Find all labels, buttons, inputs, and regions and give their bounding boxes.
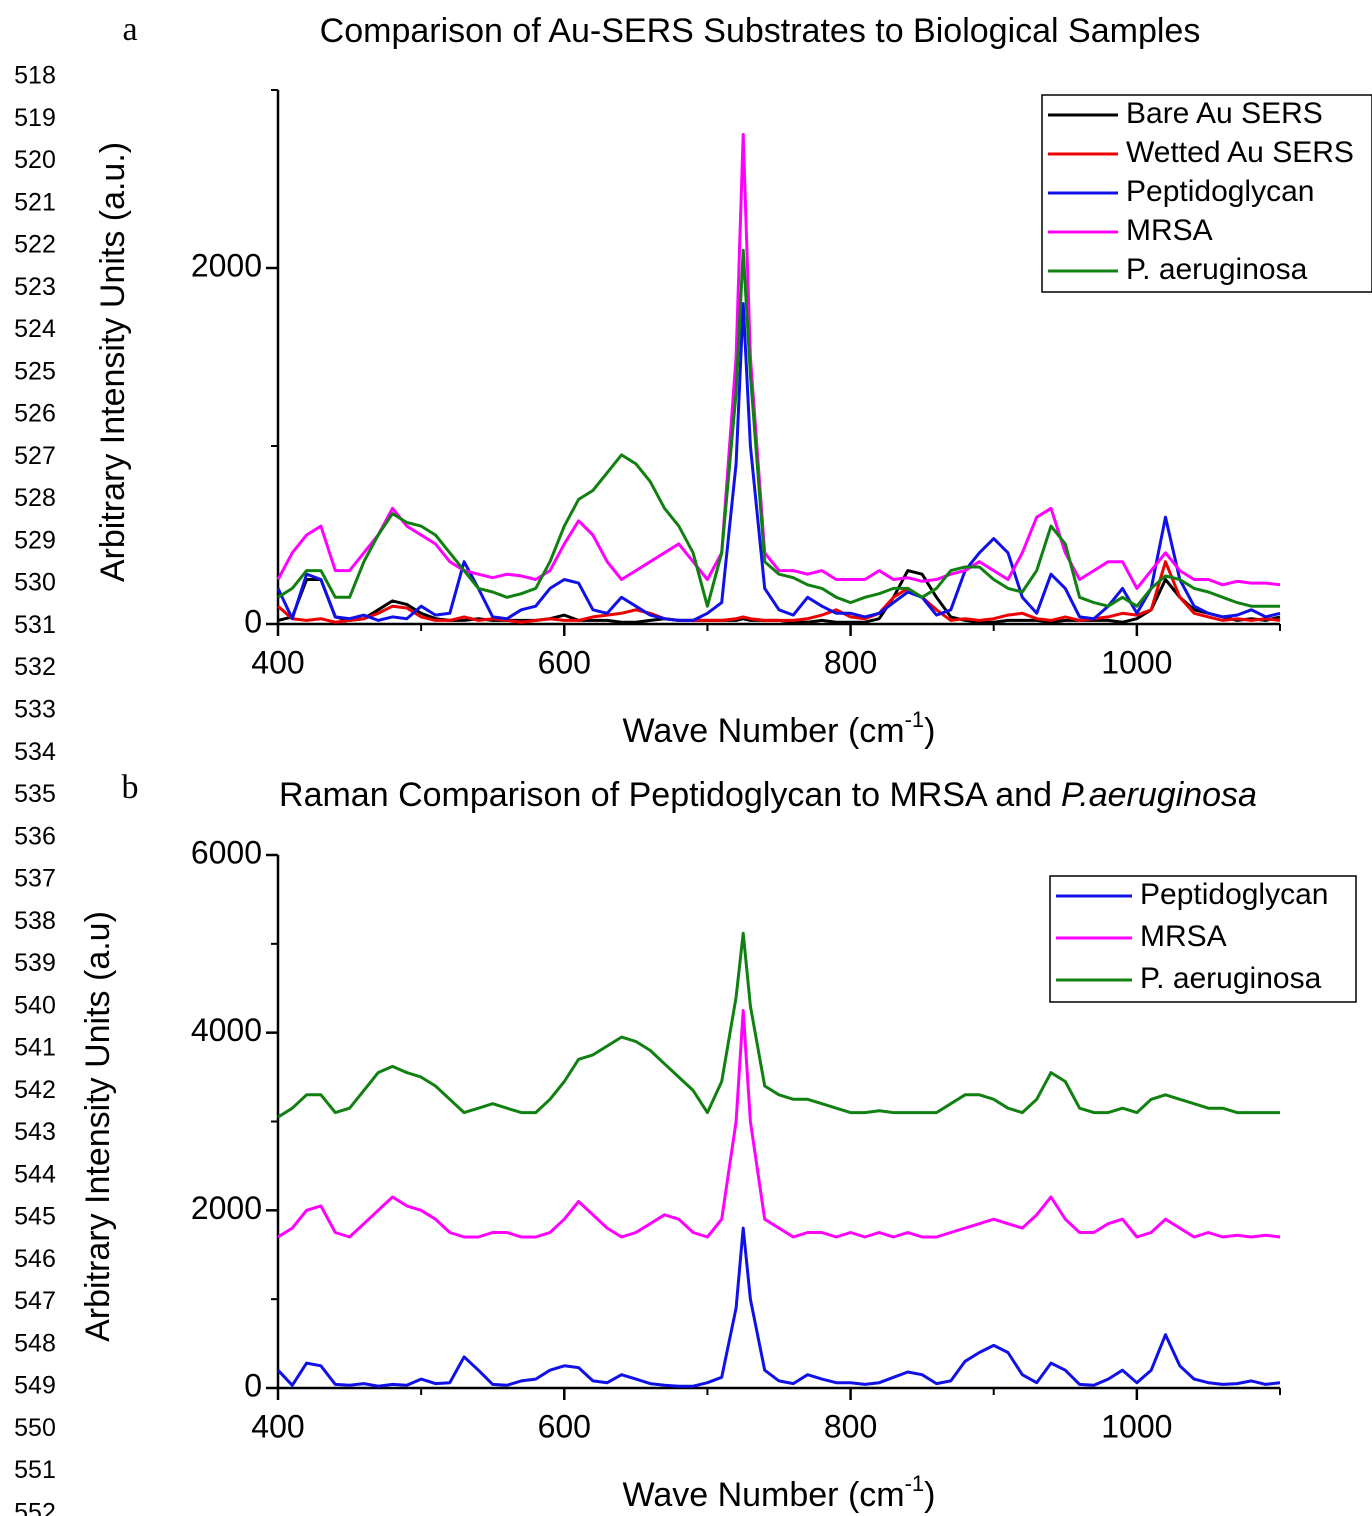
legend-label: P. aeruginosa [1126, 253, 1308, 286]
x-tick-label: 1000 [1101, 1408, 1172, 1444]
line-number: 540 [14, 991, 56, 1019]
line-number: 550 [14, 1414, 56, 1442]
line-number: 530 [14, 569, 56, 597]
line-number: 538 [14, 907, 56, 935]
line-number: 533 [14, 696, 56, 724]
x-tick-label: 400 [251, 644, 304, 680]
line-number: 546 [14, 1245, 56, 1273]
line-number: 547 [14, 1287, 56, 1315]
legend-label: Peptidoglycan [1126, 175, 1314, 208]
y-tick-label: 0 [244, 603, 262, 639]
line-number: 527 [14, 442, 56, 470]
series-line [277, 1009, 1281, 1239]
line-number: 544 [14, 1160, 56, 1188]
series-line [277, 248, 1280, 608]
y-tick-label: 0 [244, 1367, 262, 1403]
line-number: 526 [14, 400, 56, 428]
panel-label: b [122, 769, 139, 806]
line-number: 542 [14, 1076, 56, 1104]
line-number: 551 [14, 1456, 56, 1484]
line-number: 521 [14, 188, 56, 216]
line-number: 528 [14, 484, 56, 512]
title-italic: P.aeruginosa [1061, 776, 1257, 814]
line-number: 548 [14, 1329, 56, 1357]
x-tick-label: 800 [824, 1408, 877, 1444]
x-label-text: Wave Number (cm [622, 1476, 904, 1514]
line-number: 537 [14, 865, 56, 893]
x-label-text: Wave Number (cm [622, 712, 904, 750]
line-number: 552 [14, 1498, 56, 1516]
x-tick-label: 800 [824, 644, 877, 680]
line-number: 532 [14, 653, 56, 681]
line-number: 549 [14, 1372, 56, 1400]
legend-label: MRSA [1126, 214, 1213, 247]
line-number: 520 [14, 146, 56, 174]
x-tick-label: 600 [538, 1408, 591, 1444]
line-number: 534 [14, 738, 56, 766]
y-tick-label: 2000 [191, 247, 262, 283]
x-label-sup: -1 [905, 707, 925, 732]
line-number: 518 [14, 62, 56, 90]
x-tick-label: 600 [538, 644, 591, 680]
title-text: Comparison of Au-SERS Substrates to Biol… [320, 12, 1201, 50]
legend-label: Wetted Au SERS [1126, 136, 1354, 169]
line-number: 522 [14, 231, 56, 259]
line-number: 531 [14, 611, 56, 639]
line-number: 523 [14, 273, 56, 301]
x-axis-label: Wave Number (cm-1) [622, 1471, 935, 1514]
panel-label: a [122, 11, 137, 48]
chart-title: Comparison of Au-SERS Substrates to Biol… [320, 12, 1201, 50]
line-number: 541 [14, 1034, 56, 1062]
x-label-sup: -1 [905, 1471, 925, 1496]
y-axis-label: Arbitrary Intensity Units (a.u) [79, 911, 117, 1342]
line-number: 536 [14, 822, 56, 850]
x-axis-label: Wave Number (cm-1) [622, 707, 935, 750]
x-tick-label: 400 [251, 1408, 304, 1444]
legend-label: Bare Au SERS [1126, 97, 1323, 130]
line-number: 535 [14, 780, 56, 808]
line-number: 543 [14, 1118, 56, 1146]
legend-box [1041, 94, 1372, 293]
x-label-end: ) [924, 712, 935, 750]
legend-label: MRSA [1140, 920, 1227, 953]
y-tick-label: 2000 [191, 1190, 262, 1226]
y-tick-label: 6000 [191, 834, 262, 870]
legend-label: P. aeruginosa [1140, 962, 1322, 995]
y-tick-label: 4000 [191, 1012, 262, 1048]
y-axis-label: Arbitrary Intensity Units (a.u.) [94, 142, 132, 582]
x-label-end: ) [924, 1476, 935, 1514]
chart-title: Raman Comparison of Peptidoglycan to MRS… [279, 776, 1257, 814]
title-text: Raman Comparison of Peptidoglycan to MRS… [279, 776, 1052, 814]
series-line [277, 931, 1280, 1119]
line-number: 519 [14, 104, 56, 132]
line-number: 539 [14, 949, 56, 977]
line-number: 545 [14, 1203, 56, 1231]
series-line [276, 1226, 1281, 1388]
line-number: 525 [14, 357, 56, 385]
legend-label: Peptidoglycan [1140, 878, 1328, 911]
series-line [276, 133, 1281, 590]
x-tick-label: 1000 [1101, 644, 1172, 680]
line-number: 529 [14, 526, 56, 554]
line-number: 524 [14, 315, 56, 343]
series-line [277, 560, 1281, 624]
